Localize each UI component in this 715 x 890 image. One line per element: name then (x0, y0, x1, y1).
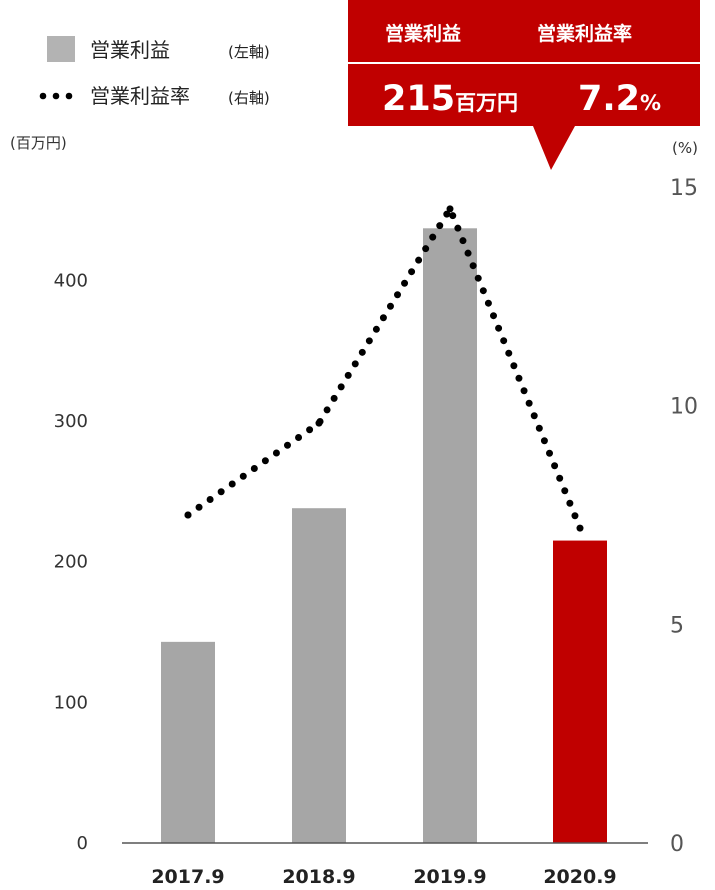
category-labels: 2017.9 2018.9 2019.9 2020.9 (151, 866, 616, 888)
callout-rate-value: 7.2 (578, 79, 640, 119)
legend-line-axis-note: (右軸) (228, 89, 270, 107)
legend: 営業利益 (左軸) 営業利益率 (右軸) (39, 36, 270, 108)
callout-rate: 7.2% (578, 79, 661, 119)
category-label: 2020.9 (543, 866, 616, 888)
line-path (184, 201, 584, 532)
legend-line-swatch (39, 92, 73, 100)
callout-profit-unit: 百万円 (455, 91, 518, 115)
right-tick-label: 15 (670, 176, 698, 201)
legend-bar-swatch (47, 36, 75, 62)
left-axis-unit: (百万円) (10, 134, 67, 152)
bar-2019.9 (423, 228, 477, 843)
legend-bar-label: 営業利益 (90, 38, 170, 62)
callout-profit: 215百万円 (382, 79, 518, 119)
category-label: 2019.9 (413, 866, 486, 888)
left-tick-label: 0 (77, 833, 88, 854)
callout: 営業利益 営業利益率 215百万円 7.2% (348, 0, 700, 170)
left-axis-ticks: 0 100 200 300 400 (54, 270, 88, 854)
line-point-2018.9 (315, 419, 323, 427)
line-point-2017.9 (184, 511, 192, 519)
category-label: 2018.9 (282, 866, 355, 888)
callout-head-rate: 営業利益率 (537, 22, 632, 45)
callout-profit-value: 215 (382, 79, 455, 119)
left-tick-label: 100 (54, 692, 88, 713)
right-tick-label: 5 (670, 613, 684, 638)
callout-box (348, 0, 700, 170)
right-tick-label: 0 (670, 832, 684, 857)
bar-series (161, 228, 607, 843)
line-point-2020.9 (576, 524, 584, 532)
right-axis-unit: (%) (672, 139, 698, 157)
legend-bar-axis-note: (左軸) (228, 43, 270, 61)
right-axis-ticks: 0 5 10 15 (670, 176, 698, 857)
left-tick-label: 400 (54, 270, 88, 291)
category-label: 2017.9 (151, 866, 224, 888)
bar-2017.9 (161, 641, 215, 843)
bar-2020.9 (553, 540, 607, 843)
bar-2018.9 (292, 508, 346, 843)
line-point-2019.9 (446, 205, 454, 213)
left-tick-label: 200 (54, 552, 88, 573)
callout-head-profit: 営業利益 (385, 22, 461, 45)
line-series (184, 201, 584, 532)
right-tick-label: 10 (670, 395, 698, 420)
left-tick-label: 300 (54, 411, 88, 432)
legend-line-label: 営業利益率 (90, 84, 190, 108)
callout-rate-unit: % (640, 91, 661, 115)
